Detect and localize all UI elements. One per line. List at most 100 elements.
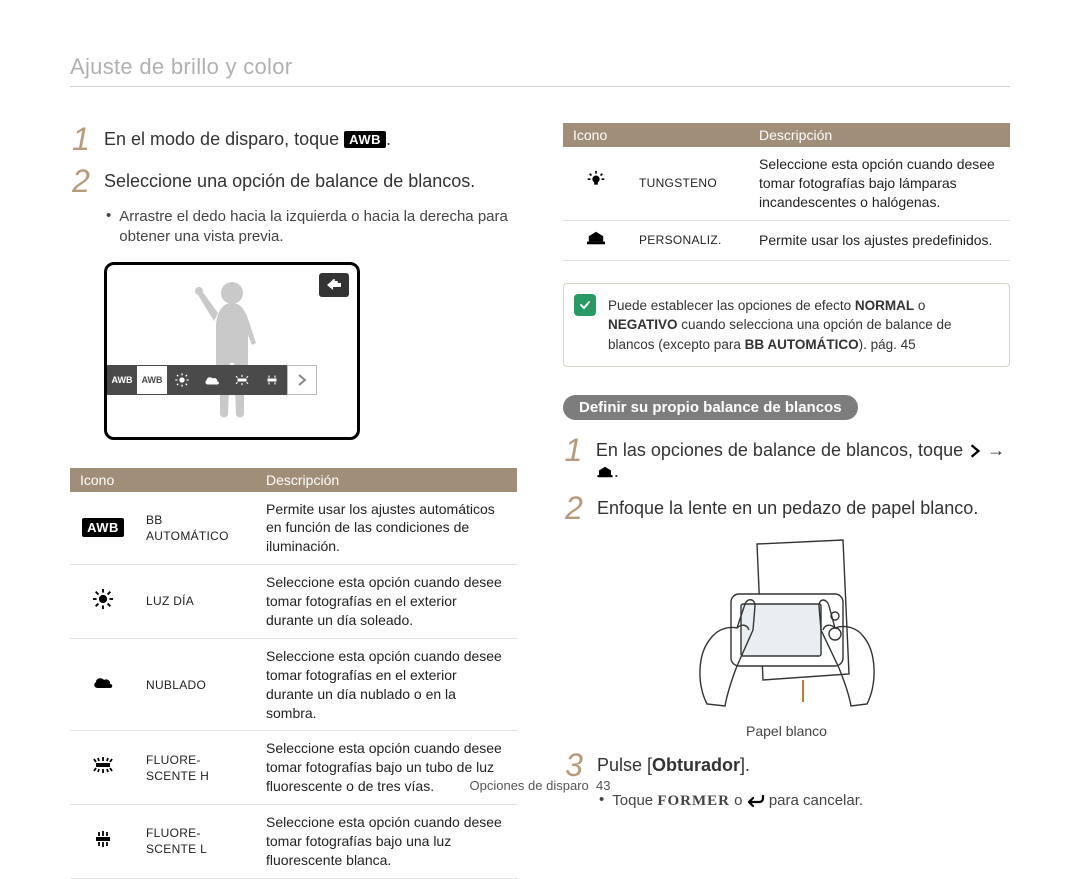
row-name: NUBLADO bbox=[136, 638, 256, 731]
text: Puede establecer las opciones de efecto bbox=[608, 298, 855, 313]
row-name: FLUORE-SCENTE L bbox=[136, 805, 256, 879]
text: Obturador bbox=[652, 755, 740, 775]
step-number: 3 bbox=[563, 749, 585, 781]
step-1: 1 En el modo de disparo, toque AWB. bbox=[70, 123, 517, 155]
text: NEGATIVO bbox=[608, 317, 678, 332]
wb-awb-active-icon: AWB bbox=[137, 365, 167, 395]
camera-screen-illustration: AWB AWB bbox=[104, 262, 360, 440]
text: En el modo de disparo, toque bbox=[104, 129, 344, 149]
former-icon: FORMER bbox=[657, 793, 730, 809]
awb-icon: AWB bbox=[344, 131, 386, 148]
row-desc: Seleccione esta opción cuando desee toma… bbox=[749, 147, 1010, 220]
wb-fluoh-icon bbox=[227, 365, 257, 395]
table-header-row: Icono Descripción bbox=[70, 468, 517, 492]
divider bbox=[70, 86, 1010, 87]
paper-label: Papel blanco bbox=[657, 723, 917, 739]
text: BB AUTOMÁTICO bbox=[745, 337, 859, 352]
footer-page: 43 bbox=[596, 778, 610, 793]
wb-fluol-icon bbox=[257, 365, 287, 395]
text: En las opciones de balance de blancos, t… bbox=[596, 440, 968, 460]
wb-cloud-icon bbox=[197, 365, 227, 395]
row-name: TUNGSTENO bbox=[629, 147, 749, 220]
th-icon: Icono bbox=[563, 123, 749, 147]
page-title: Ajuste de brillo y color bbox=[70, 54, 1010, 80]
th-desc: Descripción bbox=[256, 468, 517, 492]
custom-wb-icon bbox=[596, 464, 614, 480]
step-text: Enfoque la lente en un pedazo de papel b… bbox=[597, 492, 978, 519]
bullet-text: Toque FORMER o para cancelar. bbox=[612, 791, 863, 811]
row-desc: Seleccione esta opción cuando desee toma… bbox=[256, 638, 517, 731]
table-header-row: Icono Descripción bbox=[563, 123, 1010, 147]
bullet: • Toque FORMER o para cancelar. bbox=[599, 791, 1010, 811]
sun-icon bbox=[70, 565, 136, 639]
table-row: TUNGSTENO Seleccione esta opción cuando … bbox=[563, 147, 1010, 220]
step-number: 1 bbox=[70, 123, 92, 155]
step-number: 2 bbox=[563, 492, 585, 524]
page: Ajuste de brillo y color 1 En el modo de… bbox=[0, 0, 1080, 815]
wb-next-icon bbox=[287, 365, 317, 395]
step-text: Seleccione una opción de balance de blan… bbox=[104, 165, 475, 192]
table-row: LUZ DÍA Seleccione esta opción cuando de… bbox=[70, 565, 517, 639]
text: NORMAL bbox=[855, 298, 914, 313]
bullet-dot: • bbox=[106, 207, 111, 248]
step-3b: 3 Pulse [Obturador]. bbox=[563, 749, 1010, 781]
step-text: En las opciones de balance de blancos, t… bbox=[596, 434, 1010, 482]
step-2: 2 Seleccione una opción de balance de bl… bbox=[70, 165, 517, 197]
cloud-icon bbox=[70, 638, 136, 731]
columns: 1 En el modo de disparo, toque AWB. 2 Se… bbox=[70, 123, 1010, 879]
wb-option-strip: AWB AWB bbox=[107, 365, 317, 395]
footer-section: Opciones de disparo bbox=[470, 778, 589, 793]
return-icon bbox=[747, 794, 765, 808]
awb-icon: AWB bbox=[70, 492, 136, 565]
row-name: PERSONALIZ. bbox=[629, 220, 749, 260]
fluorescent-l-icon bbox=[70, 805, 136, 879]
wb-options-table: Icono Descripción AWB BBAUTOMÁTICO Permi… bbox=[70, 468, 517, 879]
text: . bbox=[614, 461, 619, 481]
th-icon: Icono bbox=[70, 468, 256, 492]
row-desc: Seleccione esta opción cuando desee toma… bbox=[256, 805, 517, 879]
text: . bbox=[386, 129, 391, 149]
text: → bbox=[987, 440, 1005, 460]
step-number: 2 bbox=[70, 165, 92, 197]
section-pill: Definir su propio balance de blancos bbox=[563, 395, 858, 420]
table-row: FLUORE-SCENTE L Seleccione esta opción c… bbox=[70, 805, 517, 879]
fluorescent-h-icon bbox=[70, 731, 136, 805]
wb-options-table-2: Icono Descripción TUNGSTENO Seleccione e… bbox=[563, 123, 1010, 261]
back-icon bbox=[319, 273, 349, 297]
left-column: 1 En el modo de disparo, toque AWB. 2 Se… bbox=[70, 123, 517, 879]
step-number: 1 bbox=[563, 434, 584, 466]
row-desc: Seleccione esta opción cuando desee toma… bbox=[256, 565, 517, 639]
wb-sun-icon bbox=[167, 365, 197, 395]
step-1b: 1 En las opciones de balance de blancos,… bbox=[563, 434, 1010, 482]
bullet-text: Arrastre el dedo hacia la izquierda o ha… bbox=[119, 207, 517, 248]
table-row: FLUORE-SCENTE H Seleccione esta opción c… bbox=[70, 731, 517, 805]
step-text: Pulse [Obturador]. bbox=[597, 749, 750, 776]
step-2b: 2 Enfoque la lente en un pedazo de papel… bbox=[563, 492, 1010, 524]
th-desc: Descripción bbox=[749, 123, 1010, 147]
text: ]. bbox=[740, 755, 750, 775]
wb-awb-gray-icon: AWB bbox=[107, 365, 137, 395]
bullet-dot: • bbox=[599, 791, 604, 811]
text: o bbox=[914, 298, 925, 313]
note-icon bbox=[574, 294, 596, 316]
note-box: Puede establecer las opciones de efecto … bbox=[563, 283, 1010, 368]
right-column: Icono Descripción TUNGSTENO Seleccione e… bbox=[563, 123, 1010, 879]
person-silhouette-icon bbox=[182, 273, 282, 423]
hands-camera-illustration: Papel blanco bbox=[657, 534, 917, 739]
row-desc: Permite usar los ajustes automáticos en … bbox=[256, 492, 517, 565]
table-row: PERSONALIZ. Permite usar los ajustes pre… bbox=[563, 220, 1010, 260]
text: para cancelar. bbox=[765, 792, 863, 809]
bullet: • Arrastre el dedo hacia la izquierda o … bbox=[106, 207, 517, 248]
text: Pulse [ bbox=[597, 755, 652, 775]
custom-wb-icon bbox=[563, 220, 629, 260]
row-name: BBAUTOMÁTICO bbox=[136, 492, 256, 565]
text: ). pág. 45 bbox=[859, 337, 916, 352]
text: o bbox=[730, 792, 747, 809]
table-row: AWB BBAUTOMÁTICO Permite usar los ajuste… bbox=[70, 492, 517, 565]
row-desc: Permite usar los ajustes predefinidos. bbox=[749, 220, 1010, 260]
footer: Opciones de disparo 43 bbox=[0, 778, 1080, 793]
table-row: NUBLADO Seleccione esta opción cuando de… bbox=[70, 638, 517, 731]
text: Toque bbox=[612, 792, 657, 809]
step-text: En el modo de disparo, toque AWB. bbox=[104, 123, 391, 150]
row-desc: Seleccione esta opción cuando desee toma… bbox=[256, 731, 517, 805]
